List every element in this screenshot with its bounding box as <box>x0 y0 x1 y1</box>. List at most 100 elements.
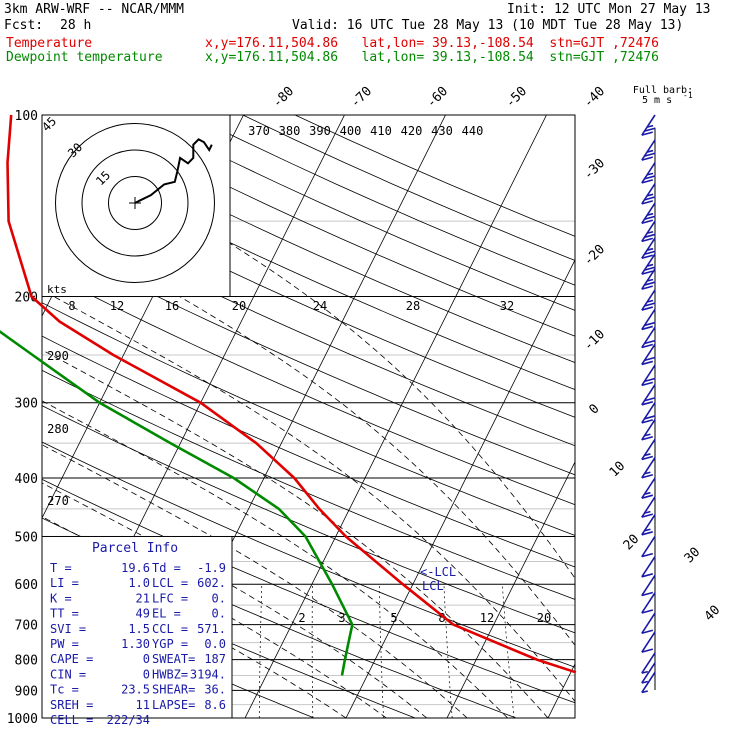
parcel-info-value: 23.5 <box>121 683 150 697</box>
pressure-label: 500 <box>15 530 38 545</box>
dewpoint-line <box>0 330 354 676</box>
theta-label: 390 <box>309 124 331 138</box>
dewpoint-legend: Dewpoint temperature <box>6 50 163 65</box>
dry-adiabat <box>42 405 575 634</box>
hodograph-frame <box>41 114 231 298</box>
dry-adiabat <box>190 115 575 286</box>
parcel-info-key: SHEAR= <box>152 683 195 697</box>
mixing-ratio-label: 3 <box>338 611 345 625</box>
forecast-hour: 28 h <box>60 18 92 33</box>
wind-barb <box>641 514 656 536</box>
wind-barb <box>641 662 656 684</box>
mixing-ratio-line <box>501 584 515 718</box>
mixing-ratio-label: 8 <box>438 611 445 625</box>
isotherm <box>244 115 547 718</box>
theta-label: 420 <box>401 124 423 138</box>
parcel-info-value: -1.9 <box>197 561 226 575</box>
wind-barb-half <box>641 680 648 684</box>
wind-barb-half <box>646 212 654 216</box>
wind-barb <box>641 114 656 136</box>
hodograph-kts-label: kts <box>47 283 67 296</box>
mixing-ratio-label: 20 <box>537 611 551 625</box>
mixing-ratio-label: 24 <box>313 299 327 313</box>
parcel-info-key: LCL = <box>152 576 188 590</box>
wind-barb-flag <box>644 175 656 180</box>
mixing-ratio-label: 32 <box>500 299 514 313</box>
wind-barb-flag <box>644 152 656 157</box>
parcel-info-title: Parcel Info <box>92 541 178 556</box>
dry-adiabat <box>42 147 575 391</box>
wind-barb-flag <box>641 325 654 331</box>
wind-barb-half <box>646 172 654 176</box>
parcel-info-box <box>41 535 233 719</box>
isotherm-label: 20 <box>621 532 643 554</box>
wind-barb-half <box>646 299 654 303</box>
parcel-info-value: 36. <box>204 683 226 697</box>
wind-barb-flag <box>641 401 654 406</box>
parcel-info-value: 0. <box>212 607 226 621</box>
wind-barb-flag <box>641 254 654 260</box>
moist-adiabat <box>42 444 468 718</box>
theta-label: 410 <box>370 124 392 138</box>
moist-adiabat <box>42 218 575 646</box>
dry-adiabat <box>42 269 575 506</box>
mixing-ratio-label: 2 <box>298 611 305 625</box>
dry-adiabat <box>42 238 575 476</box>
theta-label: 430 <box>431 124 453 138</box>
parcel-info-key: SVI = <box>50 622 86 636</box>
wind-barb-half <box>644 471 651 475</box>
forecast-label: Fcst: <box>4 18 44 33</box>
wind-barb-flag <box>641 381 654 387</box>
mixing-ratio-label: 5 <box>390 611 397 625</box>
temperature-legend: Temperature <box>6 36 93 51</box>
wind-barb-flag <box>641 179 654 184</box>
parcel-info-value: 571. <box>197 622 226 636</box>
parcel-info-key: K = <box>50 591 72 605</box>
wind-barb-half <box>644 491 651 495</box>
wind-barb-half <box>644 528 651 532</box>
pressure-label: 1000 <box>7 712 38 727</box>
mixing-ratio-label: 8 <box>68 299 75 313</box>
wind-barb-half <box>646 124 654 128</box>
dry-adiabat <box>42 335 575 568</box>
mixing-ratio-label: 16 <box>165 299 179 313</box>
wind-barb <box>641 308 656 330</box>
wind-barb-flag <box>641 237 654 243</box>
wind-barb <box>641 202 656 224</box>
dry-adiabat <box>42 302 575 536</box>
isotherm-label: -10 <box>581 327 608 354</box>
wind-barb-flag <box>641 513 654 518</box>
parcel-info-key: T = <box>50 561 72 575</box>
wind-barb-flag <box>644 339 656 345</box>
mixing-ratio-label: 28 <box>406 299 420 313</box>
isotherm-label: 0 <box>586 401 602 417</box>
dry-adiabat <box>242 115 575 261</box>
isotherm <box>649 115 740 718</box>
pressure-label: 600 <box>15 578 38 593</box>
theta-label: 290 <box>47 349 69 363</box>
wind-barb-flag <box>641 648 654 653</box>
valid-time: Valid: 16 UTC Tue 28 May 13 (10 MDT Tue … <box>292 18 684 33</box>
wind-barb-half <box>646 193 654 197</box>
wind-barb-flag <box>641 156 654 161</box>
parcel-info-key: Td = <box>152 561 181 575</box>
theta-label: 370 <box>248 124 270 138</box>
wind-barb-half <box>644 510 651 514</box>
wind-barb-flag <box>641 609 654 614</box>
pressure-label: 300 <box>15 397 38 412</box>
wind-barb-half <box>641 690 648 694</box>
parcel-info-key: Tc = <box>50 683 79 697</box>
isotherm-label: -30 <box>581 156 608 183</box>
wind-barb-flag <box>641 343 654 349</box>
model-title: 3km ARW-WRF -- NCAR/MMM <box>4 2 185 17</box>
wind-barb-flag <box>641 419 654 424</box>
hodograph-ring <box>108 176 162 230</box>
wind-barb <box>641 268 656 290</box>
wind-barb-flag <box>644 281 656 286</box>
parcel-info-key: EL = <box>152 607 181 621</box>
mixing-ratio-line <box>378 584 384 718</box>
wind-barb <box>641 384 656 406</box>
wind-barb-flag <box>641 629 654 635</box>
init-time: Init: 12 UTC Mon 27 May 13 <box>507 2 711 17</box>
